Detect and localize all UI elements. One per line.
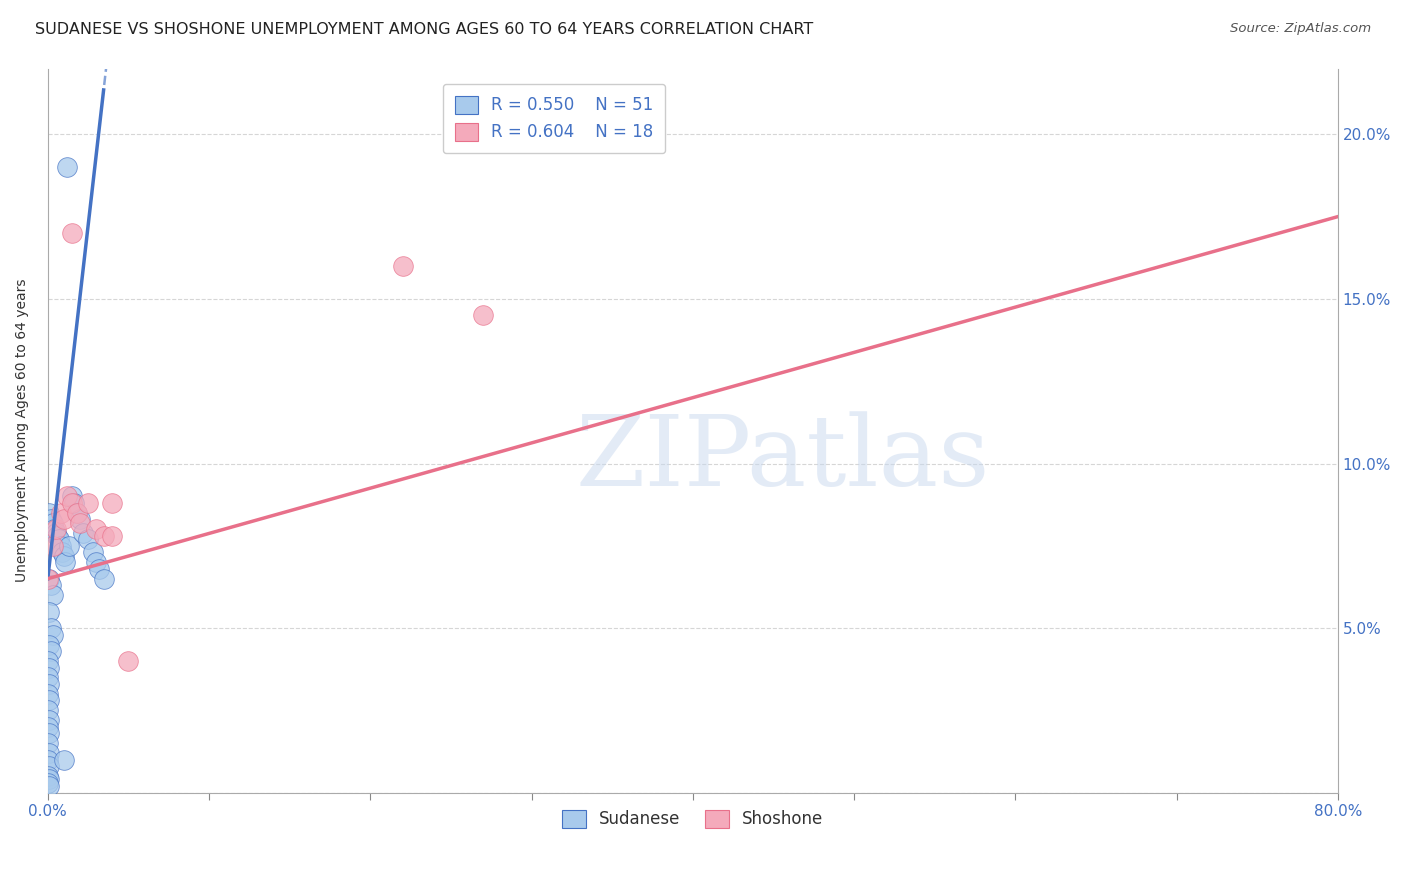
Point (48, 532, 70, 546)
Y-axis label: Unemployment Among Ages 60 to 64 years: Unemployment Among Ages 60 to 64 years (15, 279, 30, 582)
Point (41, 628, 63, 642)
Point (38, 506, 60, 520)
Legend: Sudanese, Shoshone: Sudanese, Shoshone (555, 803, 830, 835)
Point (56, 490, 79, 504)
Point (38, 660, 60, 674)
Point (77, 496, 100, 510)
Point (37, 753, 59, 767)
Point (52, 753, 75, 767)
Point (38, 779, 60, 793)
Point (37, 522, 59, 536)
Point (38, 572, 60, 586)
Point (44, 522, 66, 536)
Point (84, 522, 107, 536)
Point (472, 309, 495, 323)
Point (62, 496, 84, 510)
Point (60, 226, 83, 240)
Point (101, 529, 124, 543)
Point (37, 776, 59, 790)
Point (93, 572, 115, 586)
Point (72, 525, 94, 540)
Point (38, 677, 60, 691)
Text: SUDANESE VS SHOSHONE UNEMPLOYMENT AMONG AGES 60 TO 64 YEARS CORRELATION CHART: SUDANESE VS SHOSHONE UNEMPLOYMENT AMONG … (35, 22, 814, 37)
Point (49, 539, 72, 553)
Point (45, 522, 67, 536)
Text: Source: ZipAtlas.com: Source: ZipAtlas.com (1230, 22, 1371, 36)
Point (391, 259, 413, 273)
Point (51, 545, 73, 559)
Point (37, 670, 59, 684)
Point (41, 588, 63, 602)
Point (56, 161, 79, 175)
Point (39, 644, 62, 658)
Point (37, 687, 59, 701)
Point (38, 746, 60, 760)
Point (37, 720, 59, 734)
Point (69, 516, 91, 530)
Point (84, 555, 107, 569)
Point (46, 529, 69, 543)
Text: ZIPatlas: ZIPatlas (576, 411, 990, 508)
Point (93, 529, 115, 543)
Point (49, 506, 72, 520)
Point (52, 512, 75, 526)
Point (38, 759, 60, 773)
Point (38, 726, 60, 740)
Point (37, 572, 59, 586)
Point (37, 703, 59, 717)
Point (38, 693, 60, 707)
Point (38, 638, 60, 652)
Point (39, 512, 62, 526)
Point (41, 516, 63, 530)
Point (39, 621, 62, 635)
Point (58, 539, 80, 553)
Point (52, 549, 75, 563)
Point (38, 772, 60, 787)
Point (69, 512, 91, 526)
Point (38, 713, 60, 727)
Point (39, 578, 62, 592)
Point (41, 539, 63, 553)
Point (60, 496, 83, 510)
Point (117, 654, 139, 668)
Point (89, 562, 111, 576)
Point (55, 555, 77, 569)
Point (45, 525, 67, 540)
Point (37, 654, 59, 668)
Point (38, 605, 60, 619)
Point (60, 490, 83, 504)
Point (77, 532, 100, 546)
Point (37, 769, 59, 783)
Point (66, 506, 89, 520)
Point (66, 506, 89, 520)
Point (101, 496, 124, 510)
Point (82, 545, 104, 559)
Point (37, 736, 59, 750)
